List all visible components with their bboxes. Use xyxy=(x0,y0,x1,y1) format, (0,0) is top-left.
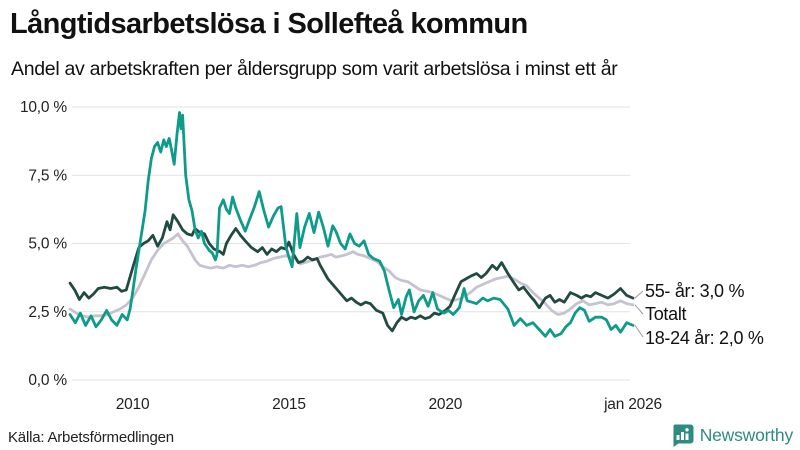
x-tick-label: jan 2026 xyxy=(603,396,662,413)
label-connector xyxy=(634,304,644,315)
x-tick-label: 2010 xyxy=(116,396,150,413)
y-tick-label: 0,0 % xyxy=(28,372,67,389)
label-connector xyxy=(634,325,644,338)
source-note: Källa: Arbetsförmedlingen xyxy=(8,429,174,446)
y-tick-label: 2,5 % xyxy=(28,304,67,321)
x-tick-label: 2015 xyxy=(272,396,306,413)
y-tick-label: 7,5 % xyxy=(28,167,67,184)
page-title: Långtidsarbetslösa i Sollefteå kommun xyxy=(10,8,528,40)
newsworthy-logo: Newsworthy xyxy=(671,424,793,447)
series-line-55-r xyxy=(68,213,635,333)
y-tick-label: 10,0 % xyxy=(20,99,67,116)
chart-subtitle: Andel av arbetskraften per åldersgrupp s… xyxy=(11,58,618,80)
x-tick-label: 2020 xyxy=(428,396,462,413)
series-line-18-24-r xyxy=(68,111,635,338)
series-end-label-18-24-ar: 18-24 år: 2,0 % xyxy=(645,328,764,348)
newsworthy-icon xyxy=(673,424,694,447)
series-line-totalt xyxy=(68,232,635,319)
series-end-label-totalt: Totalt xyxy=(645,304,687,324)
newsworthy-wordmark: Newsworthy xyxy=(699,425,794,445)
series-end-label-55-ar: 55- år: 3,0 % xyxy=(645,281,745,301)
label-connector xyxy=(634,290,644,299)
y-tick-label: 5,0 % xyxy=(28,236,67,253)
